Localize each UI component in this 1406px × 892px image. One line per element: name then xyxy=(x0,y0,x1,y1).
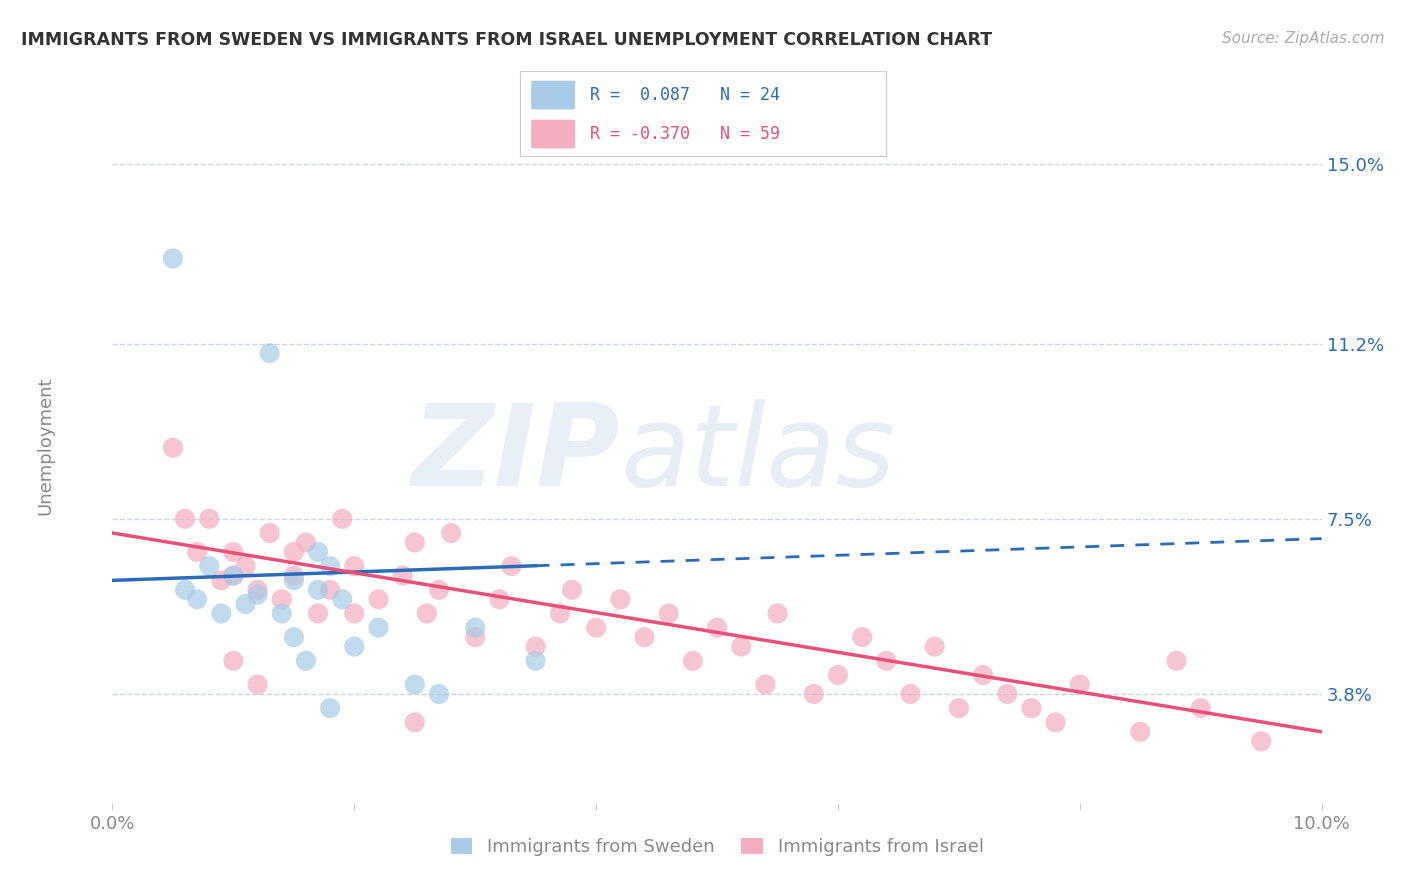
Point xyxy=(995,687,1018,701)
Point xyxy=(222,568,245,582)
Point xyxy=(162,441,184,455)
Point xyxy=(283,574,305,588)
Point xyxy=(524,640,547,654)
Text: R =  0.087   N = 24: R = 0.087 N = 24 xyxy=(589,87,780,104)
Text: ZIP: ZIP xyxy=(412,400,620,510)
Point xyxy=(367,592,389,607)
Point xyxy=(235,597,257,611)
Point xyxy=(633,630,655,644)
Point xyxy=(198,512,221,526)
Point xyxy=(548,607,571,621)
Point xyxy=(851,630,873,644)
Point xyxy=(283,568,305,582)
Point xyxy=(658,607,681,621)
Point xyxy=(900,687,922,701)
Point xyxy=(464,621,486,635)
Point xyxy=(222,568,245,582)
Point xyxy=(235,559,257,574)
Point xyxy=(186,592,208,607)
Point xyxy=(1021,701,1043,715)
Point xyxy=(440,526,463,541)
Point xyxy=(259,346,281,360)
Point xyxy=(464,630,486,644)
Point xyxy=(209,607,232,621)
Point xyxy=(307,607,329,621)
Point xyxy=(524,654,547,668)
Point xyxy=(1250,734,1272,748)
Point xyxy=(270,607,292,621)
Point xyxy=(222,654,245,668)
Point xyxy=(307,545,329,559)
Point xyxy=(404,715,426,730)
Point xyxy=(283,630,305,644)
Point xyxy=(246,582,269,597)
Point xyxy=(404,535,426,549)
Point xyxy=(319,582,342,597)
Point xyxy=(585,621,607,635)
Point xyxy=(682,654,704,668)
Point xyxy=(803,687,825,701)
Point xyxy=(972,668,994,682)
Point xyxy=(343,607,366,621)
Point xyxy=(427,687,450,701)
Point xyxy=(754,677,776,691)
Point xyxy=(1129,724,1152,739)
Text: R = -0.370   N = 59: R = -0.370 N = 59 xyxy=(589,125,780,143)
Point xyxy=(246,677,269,691)
Point xyxy=(1069,677,1091,691)
Point xyxy=(730,640,752,654)
Point xyxy=(343,559,366,574)
Point xyxy=(1189,701,1212,715)
Point xyxy=(706,621,728,635)
Point xyxy=(283,545,305,559)
Point xyxy=(246,588,269,602)
Point xyxy=(391,568,413,582)
Point xyxy=(404,677,426,691)
FancyBboxPatch shape xyxy=(531,80,575,110)
Text: atlas: atlas xyxy=(620,400,896,510)
Point xyxy=(427,582,450,597)
Text: Source: ZipAtlas.com: Source: ZipAtlas.com xyxy=(1222,31,1385,46)
Point xyxy=(827,668,849,682)
Point xyxy=(174,582,197,597)
Point xyxy=(198,559,221,574)
Point xyxy=(924,640,946,654)
Point xyxy=(186,545,208,559)
Point xyxy=(875,654,897,668)
Point xyxy=(162,252,184,266)
Point xyxy=(948,701,970,715)
Point xyxy=(270,592,292,607)
FancyBboxPatch shape xyxy=(531,120,575,148)
Point xyxy=(209,574,232,588)
Point xyxy=(295,535,318,549)
Point xyxy=(766,607,789,621)
Point xyxy=(1166,654,1188,668)
Point xyxy=(609,592,631,607)
Point xyxy=(319,559,342,574)
Point xyxy=(330,592,353,607)
Point xyxy=(307,582,329,597)
Point xyxy=(295,654,318,668)
Point xyxy=(174,512,197,526)
Text: IMMIGRANTS FROM SWEDEN VS IMMIGRANTS FROM ISRAEL UNEMPLOYMENT CORRELATION CHART: IMMIGRANTS FROM SWEDEN VS IMMIGRANTS FRO… xyxy=(21,31,993,49)
Point xyxy=(1045,715,1067,730)
Point xyxy=(319,701,342,715)
Point xyxy=(488,592,510,607)
Point xyxy=(259,526,281,541)
Point xyxy=(367,621,389,635)
Point xyxy=(416,607,439,621)
Point xyxy=(330,512,353,526)
Point xyxy=(343,640,366,654)
Point xyxy=(501,559,523,574)
Point xyxy=(561,582,583,597)
Text: Unemployment: Unemployment xyxy=(37,376,53,516)
Point xyxy=(222,545,245,559)
Legend: Immigrants from Sweden, Immigrants from Israel: Immigrants from Sweden, Immigrants from … xyxy=(443,830,991,863)
